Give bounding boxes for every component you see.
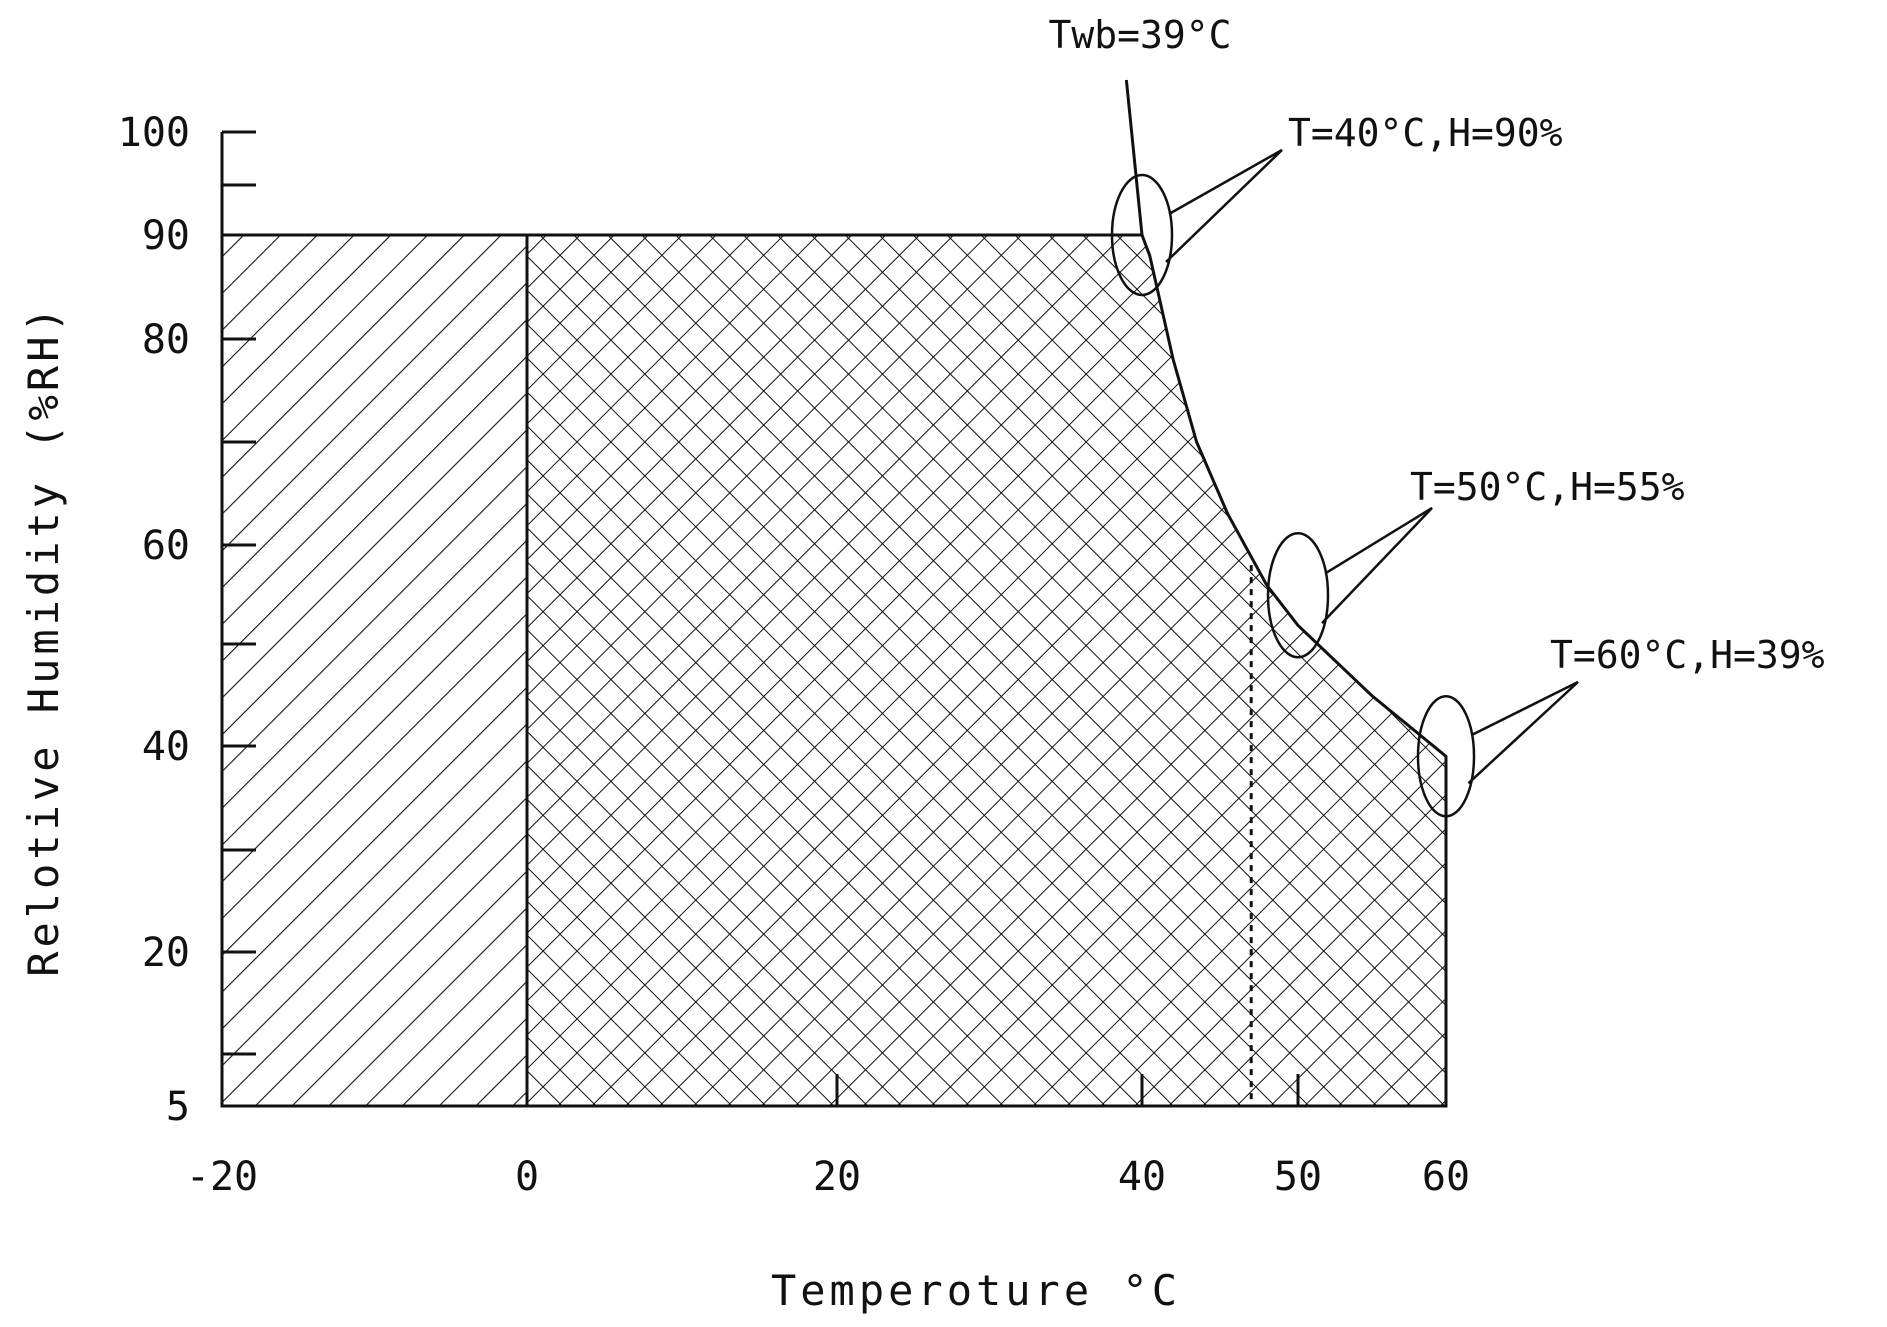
annotation-point-50: T=50°C,H=55% — [1410, 465, 1685, 509]
x-tick-label: 20 — [813, 1154, 861, 1200]
y-tick-label: 40 — [142, 724, 190, 770]
callout-ellipse — [1416, 695, 1476, 818]
y-axis-ticks: 5 20 40 60 80 90 100 — [118, 110, 256, 1130]
annotation-point-40: T=40°C,H=90% — [1288, 111, 1563, 155]
x-tick-label: 60 — [1422, 1154, 1470, 1200]
hatched-regions — [220, 233, 1448, 1108]
callout-ellipse — [1266, 532, 1330, 659]
x-tick-label: -20 — [186, 1154, 258, 1200]
callout-ellipse — [1110, 173, 1174, 297]
x-axis-title: Temperoture °C — [771, 1266, 1181, 1315]
annotation-wet-bulb: Twb=39°C — [1048, 13, 1231, 57]
annotation-point-60: T=60°C,H=39% — [1550, 633, 1825, 677]
x-axis-ticks: -20 0 20 40 50 60 — [186, 1074, 1470, 1200]
wet-bulb-line — [1124, 79, 1144, 236]
y-axis-title: Relotive Humidity (%RH) — [19, 303, 68, 977]
y-tick-label: 5 — [166, 1084, 190, 1130]
y-tick-label: 100 — [118, 110, 190, 156]
y-tick-label: 90 — [142, 213, 190, 259]
region-operating — [525, 233, 1448, 1108]
y-tick-label: 20 — [142, 930, 190, 976]
y-tick-label: 60 — [142, 523, 190, 569]
callout-pointer — [1321, 506, 1433, 625]
y-tick-label: 80 — [142, 317, 190, 363]
callout-pointer — [1165, 148, 1283, 263]
x-tick-label: 0 — [515, 1154, 539, 1200]
callout-shapes — [1110, 148, 1579, 818]
region-storage — [220, 233, 529, 1108]
callout-pointer — [1467, 680, 1579, 785]
x-tick-label: 40 — [1118, 1154, 1166, 1200]
x-tick-label: 50 — [1274, 1154, 1322, 1200]
